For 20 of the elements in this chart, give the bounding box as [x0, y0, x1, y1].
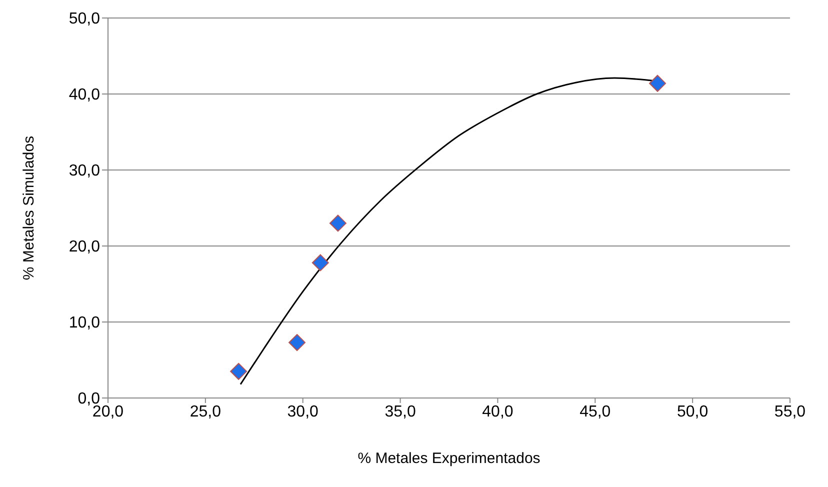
- point: [230, 362, 248, 380]
- point: [648, 74, 666, 92]
- x-tick-label: 45,0: [580, 403, 611, 420]
- x-tick-label: 30,0: [287, 403, 319, 420]
- y-axis-title: % Metales Simulados: [20, 136, 38, 280]
- y-tick-label: 30,0: [68, 162, 100, 180]
- x-axis-title: % Metales Experimentados: [358, 450, 540, 467]
- x-tick-label: 25,0: [190, 403, 222, 420]
- x-tick-label: 55,0: [774, 403, 806, 420]
- y-tick-label: 10,0: [68, 314, 100, 332]
- x-tick-label: 35,0: [384, 403, 416, 420]
- y-tick-label: 20,0: [68, 238, 100, 256]
- point: [329, 214, 346, 232]
- x-tick-label: 50,0: [677, 403, 708, 420]
- x-tick-label: 20,0: [92, 403, 124, 420]
- x-tick-label: 40,0: [482, 403, 514, 420]
- y-tick-label: 40,0: [68, 86, 100, 104]
- point: [288, 334, 306, 352]
- y-tick-label: 50,0: [68, 10, 100, 28]
- point: [312, 254, 329, 272]
